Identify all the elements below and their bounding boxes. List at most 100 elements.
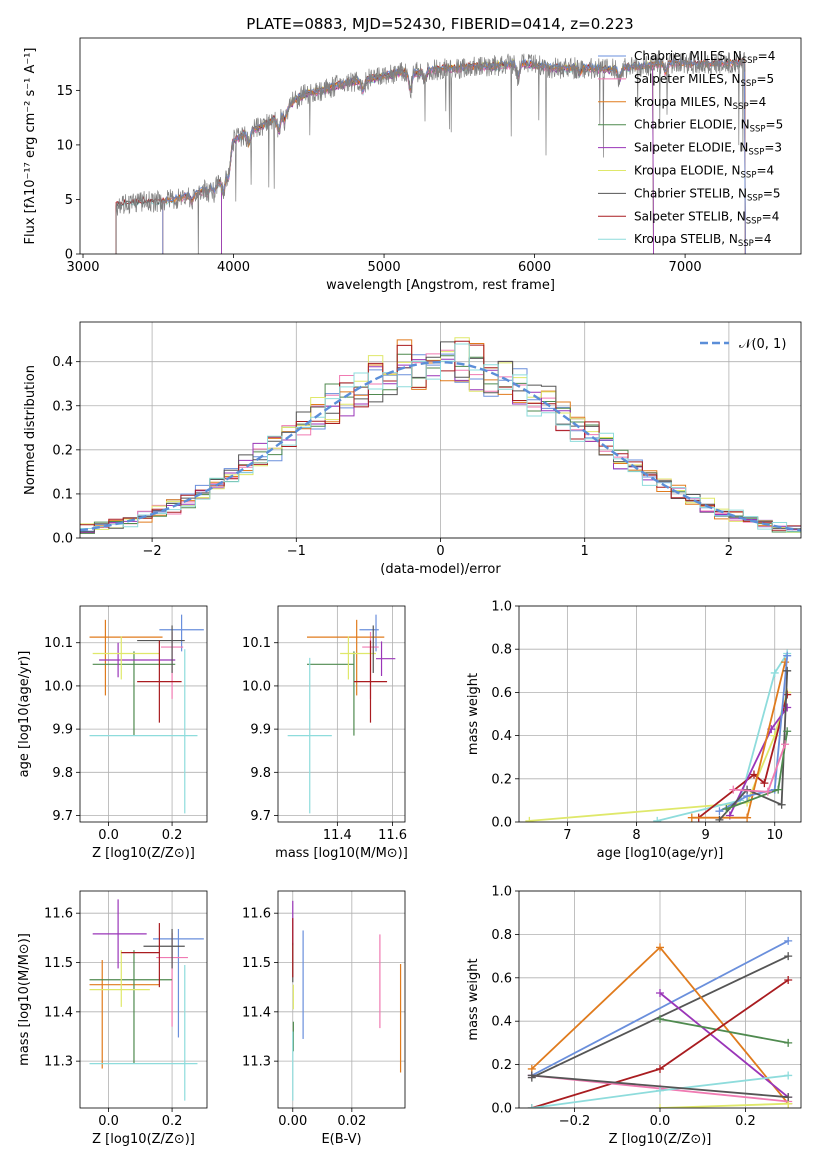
x-axis-label: E(B-V)	[321, 1132, 361, 1147]
weight-series	[687, 658, 790, 822]
weight-series	[656, 1099, 793, 1108]
error-bar-point	[89, 950, 173, 1064]
legend-label: Chabrier ELODIE, NSSP=5	[634, 118, 783, 135]
weight-series	[527, 1071, 793, 1108]
weight-series-line	[659, 992, 789, 1098]
weight-series-line	[718, 670, 789, 821]
age-vs-mass-axes: 11.4 11.6 9.7 9.8 9.9 10.0 10.1 mass [log10(M/M…	[242, 606, 408, 861]
x-tick-label: 5000	[368, 260, 401, 275]
model-spectrum-line	[221, 58, 654, 254]
y-tick-label: 11.5	[242, 956, 271, 971]
x-tick-label: 0	[436, 544, 444, 559]
mass-vs-ebv-axes: 0.00 0.02 11.3 11.4 11.5 11.6 E(B-V)	[242, 891, 405, 1147]
error-bar-point	[306, 619, 385, 696]
y-axis-label: mass weight	[466, 673, 481, 755]
x-tick-label: 7000	[669, 260, 702, 275]
legend-label-eq: =4	[756, 164, 774, 178]
weight-series	[527, 1071, 793, 1102]
y-tick-label: 0.4	[491, 1015, 512, 1030]
x-axis-label: wavelength [Angstrom, rest frame]	[326, 278, 555, 293]
legend-label-main: Kroupa STELIB, N	[634, 232, 738, 246]
y-tick-label: 10	[56, 138, 73, 153]
weight-marker	[653, 816, 662, 822]
legend-label: Chabrier STELIB, NSSP=5	[634, 186, 781, 203]
mass-vs-ebv-frame	[277, 890, 406, 1109]
x-tick-label: 6000	[518, 260, 551, 275]
weight-series	[729, 740, 790, 796]
x-axis-label: Z [log10(Z/Z⊙)]	[92, 1132, 195, 1147]
weight-marker	[656, 1104, 664, 1108]
legend-label-eq: =4	[758, 49, 776, 63]
age-vs-z-axes: 0.0 0.2 9.7 9.8 9.9 10.0 10.1 Z [log10(Z/Z⊙)] ag…	[17, 606, 207, 861]
weight-series-line	[531, 1074, 789, 1099]
y-axis-label: Flux [fλ10⁻¹⁷ erg cm⁻² s⁻¹ A⁻¹]	[23, 48, 38, 245]
legend-label-main: Chabrier STELIB, N	[634, 186, 747, 200]
y-tick-label: 0.2	[52, 443, 73, 458]
weight-vs-z-frame	[518, 890, 802, 1109]
age-vs-z-frame	[79, 605, 208, 823]
y-tick-label: 10.0	[44, 679, 73, 694]
y-tick-label: 9.9	[52, 723, 73, 738]
weight-marker	[527, 1104, 536, 1108]
weight-marker	[783, 727, 792, 736]
weight-marker	[784, 975, 793, 984]
age-vs-mass-frame	[277, 605, 406, 823]
x-tick-label: 8	[632, 828, 640, 843]
legend-label-sub: SSP	[741, 171, 757, 181]
error-bar-point	[89, 964, 198, 1101]
y-tick-label: 1.0	[491, 600, 512, 615]
model-spectrum-line	[162, 58, 746, 254]
y-tick-label: 1.0	[491, 885, 512, 900]
y-tick-label: 5	[65, 193, 73, 208]
weight-marker	[783, 666, 792, 675]
y-tick-label: 0.4	[491, 729, 512, 744]
residual-histogram-step	[80, 343, 801, 533]
legend-label-eq: =4	[749, 95, 767, 109]
spectrum-frame	[79, 37, 802, 255]
y-tick-label: 0.2	[491, 1058, 512, 1073]
x-axis-label: (data-model)/error	[380, 562, 501, 577]
weight-marker	[760, 779, 769, 788]
x-tick-label: 0.0	[98, 828, 119, 843]
legend-label: Salpeter ELODIE, NSSP=3	[634, 141, 782, 158]
weight-marker	[525, 816, 534, 822]
x-tick-label: 7	[563, 828, 571, 843]
model-spectrum-line	[162, 59, 746, 254]
x-tick-label: 2	[725, 544, 733, 559]
y-tick-label: 15	[56, 84, 73, 99]
legend-label: Kroupa MILES, NSSP=4	[634, 95, 766, 112]
error-bar-point	[137, 625, 185, 673]
y-tick-label: 0.8	[491, 928, 512, 943]
weight-marker	[781, 658, 790, 667]
x-tick-label: 4000	[217, 260, 250, 275]
error-bar-point	[153, 928, 204, 1038]
weight-marker	[781, 740, 790, 749]
legend-label-main: Salpeter STELIB, N	[634, 209, 746, 223]
error-bar-point	[121, 923, 160, 988]
error-bar-point	[89, 649, 198, 814]
weight-series-line	[698, 694, 789, 819]
y-tick-label: 9.8	[52, 766, 73, 781]
error-bar-point	[89, 619, 163, 696]
legend-label-sub: SSP	[738, 239, 754, 249]
x-tick-label: 0.2	[735, 1114, 756, 1129]
weight-marker	[784, 1093, 793, 1102]
weight-marker	[722, 805, 731, 814]
y-axis-label: mass weight	[466, 958, 481, 1040]
weight-series-line	[659, 1018, 789, 1044]
x-tick-label: 11.6	[378, 828, 407, 843]
legend-label-main: Salpeter MILES, N	[634, 72, 741, 86]
weight-marker	[656, 988, 664, 997]
error-bar-point	[143, 928, 185, 969]
weight-series-line	[726, 731, 789, 810]
error-bar-point	[376, 641, 396, 676]
error-bar-point	[159, 614, 204, 652]
weight-marker	[656, 1015, 664, 1024]
x-tick-label: 9	[701, 828, 709, 843]
x-axis-label: Z [log10(Z/Z⊙)]	[92, 846, 195, 861]
legend-label-sub: SSP	[733, 102, 749, 112]
error-bar-point	[359, 614, 379, 652]
legend-label-main: Kroupa ELODIE, N	[634, 164, 741, 178]
